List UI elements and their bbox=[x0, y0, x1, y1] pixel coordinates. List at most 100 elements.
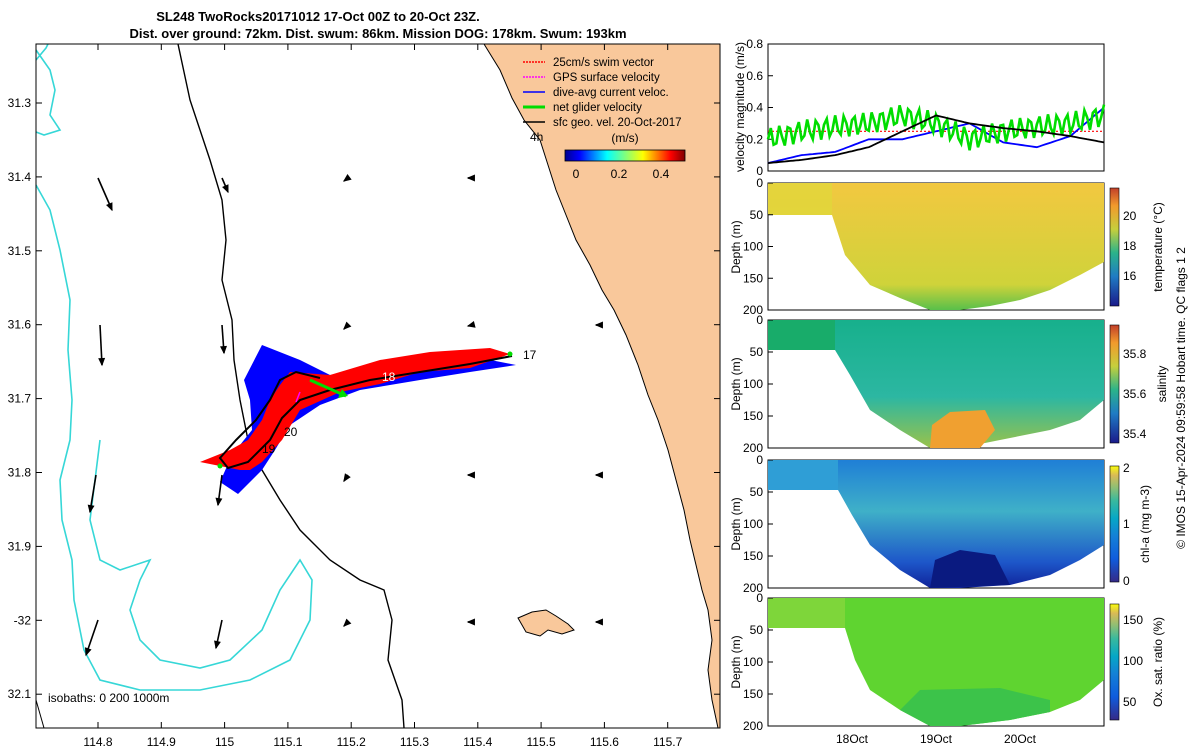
track-label-19: 19 bbox=[262, 442, 276, 456]
chlorophyll-deep-low bbox=[930, 550, 1010, 588]
velocity-y-tick-label: 0.8 bbox=[746, 37, 763, 51]
velocity-series-line bbox=[767, 106, 1105, 164]
map-x-tick-label: 115.2 bbox=[337, 735, 366, 749]
speed-colorbar bbox=[564, 149, 686, 162]
track-label-18: 18 bbox=[382, 370, 396, 384]
depth-tick-label: 100 bbox=[743, 517, 763, 531]
map-x-tick-label: 114.9 bbox=[147, 735, 176, 749]
map-y-tick-label: 31.8 bbox=[8, 466, 32, 480]
chlorophyll-cbar-label: chl-a (mg m-3) bbox=[1138, 485, 1152, 563]
depth-tick-label: 0 bbox=[756, 176, 763, 190]
salinity-cbar-tick-358: 35.8 bbox=[1123, 347, 1147, 361]
depth-tick-label: 200 bbox=[743, 303, 763, 317]
depth-tick-label: 50 bbox=[750, 345, 764, 359]
geo-arrowhead bbox=[594, 321, 603, 329]
map-x-tick-label: 114.8 bbox=[83, 735, 112, 749]
map-x-tick-label: 115.7 bbox=[653, 735, 682, 749]
chlorophyll-ylabel: Depth (m) bbox=[729, 497, 743, 550]
depth-tick-label: 100 bbox=[743, 377, 763, 391]
velocity-series-line bbox=[767, 114, 1105, 164]
chlorophyll-colorbar bbox=[1109, 465, 1120, 583]
date-tick-20oct: 20Oct bbox=[1004, 732, 1037, 746]
temperature-surface-layer bbox=[768, 183, 832, 215]
figure-title-line1: SL248 TwoRocks20171012 17-Oct 00Z to 20-… bbox=[156, 9, 479, 24]
track-turn-marker bbox=[217, 463, 223, 469]
depth-tick-labels: 0501001502000501001502000501001502000501… bbox=[743, 176, 773, 733]
speed-colorbar-title: (m/s) bbox=[611, 131, 638, 145]
date-tick-18oct: 18Oct bbox=[836, 732, 869, 746]
map-y-tick-label: 31.9 bbox=[8, 539, 32, 553]
figure-title-line2: Dist. over ground: 72km. Dist. swum: 86k… bbox=[129, 26, 626, 41]
gps-surface-velocity bbox=[295, 391, 301, 403]
geo-arrowhead bbox=[466, 618, 475, 626]
track-label-17: 17 bbox=[523, 348, 537, 362]
temperature-cbar-tick-20: 20 bbox=[1123, 209, 1137, 223]
geo-arrowhead bbox=[106, 202, 113, 212]
map-x-tick-label: 115.6 bbox=[590, 735, 619, 749]
geo-arrowhead bbox=[214, 640, 221, 650]
map-y-axis: 31.3 31.4 31.5 31.6 31.7 31.8 31.9 -32 32.1 bbox=[8, 96, 720, 701]
date-tick-19oct: 19Oct bbox=[920, 732, 953, 746]
salinity-cbar-tick-354: 35.4 bbox=[1123, 427, 1147, 441]
map-y-tick-label: 31.4 bbox=[8, 170, 32, 184]
velocity-y-tick-label: 0.2 bbox=[746, 132, 763, 146]
depth-tick-label: 150 bbox=[743, 549, 763, 563]
geo-arrowhead bbox=[343, 321, 352, 330]
geo-arrowhead bbox=[342, 174, 352, 182]
island bbox=[517, 609, 575, 637]
depth-tick-label: 150 bbox=[743, 409, 763, 423]
oxygen-cbar-tick-100: 100 bbox=[1123, 654, 1143, 668]
geo-arrowhead bbox=[466, 471, 475, 479]
track-label-4h: 4h bbox=[530, 130, 543, 144]
velocity-panel: 0 0.2 0.4 0.6 0.8 velocity magnitude (m/s) bbox=[733, 37, 1106, 178]
temperature-field bbox=[768, 183, 1104, 310]
land-mass bbox=[483, 43, 721, 729]
geo-arrowhead bbox=[215, 497, 223, 507]
depth-tick-label: 50 bbox=[750, 208, 764, 222]
velocity-y-tick-label: 0.4 bbox=[746, 101, 763, 115]
legend-label-net: net glider velocity bbox=[553, 102, 642, 114]
salinity-section: 35.4 35.6 35.8 salinity Depth (m) bbox=[729, 319, 1169, 449]
depth-tick-label: 150 bbox=[743, 687, 763, 701]
oxygen-ylabel: Depth (m) bbox=[729, 635, 743, 688]
map-x-tick-label: 115.3 bbox=[400, 735, 429, 749]
chlorophyll-section: 0 1 2 chl-a (mg m-3) Depth (m) bbox=[729, 459, 1152, 589]
geo-arrowhead bbox=[98, 357, 106, 367]
velocity-y-ticks: 0 0.2 0.4 0.6 0.8 bbox=[746, 37, 773, 178]
geo-arrowhead bbox=[594, 618, 603, 626]
chlorophyll-surface-layer bbox=[768, 460, 838, 490]
track-end-marker bbox=[507, 351, 513, 357]
geo-arrowhead bbox=[222, 184, 229, 194]
map-y-tick-label: -32 bbox=[14, 613, 32, 627]
velocity-y-tick-label: 0.6 bbox=[746, 69, 763, 83]
chlorophyll-cbar-tick-2: 2 bbox=[1123, 461, 1130, 475]
depth-tick-label: 50 bbox=[750, 485, 764, 499]
velocity-ylabel: velocity magnitude (m/s) bbox=[733, 42, 747, 172]
geo-arrowhead bbox=[220, 345, 227, 355]
map-panel: 17 18 19 20 4h 25cm/s swim vector GPS su… bbox=[8, 43, 721, 749]
depth-tick-label: 150 bbox=[743, 271, 763, 285]
isobath-1000m-west bbox=[35, 43, 62, 136]
salinity-ylabel: Depth (m) bbox=[729, 357, 743, 410]
depth-tick-label: 0 bbox=[756, 313, 763, 327]
map-x-axis: 114.8 114.9 115 115.1 115.2 115.3 115.4 115.5 11… bbox=[83, 44, 683, 749]
temperature-ylabel: Depth (m) bbox=[729, 220, 743, 273]
map-x-tick-label: 115.5 bbox=[527, 735, 556, 749]
speed-colorbar-tick-1: 0.2 bbox=[611, 167, 628, 181]
depth-tick-label: 50 bbox=[750, 623, 764, 637]
credit-text: © IMOS 15-Apr-2024 09:59:58 Hobart time.… bbox=[1174, 247, 1188, 549]
geo-arrowhead bbox=[466, 174, 475, 182]
legend-label-gps: GPS surface velocity bbox=[553, 72, 660, 84]
salinity-surface-layer bbox=[768, 320, 835, 350]
salinity-cbar-label: salinity bbox=[1155, 366, 1169, 403]
salinity-colorbar bbox=[1109, 324, 1120, 444]
legend-label-geo: sfc geo. vel. 20-Oct-2017 bbox=[553, 117, 681, 129]
geo-arrowhead bbox=[466, 320, 476, 328]
net-velocity-arrow bbox=[309, 378, 347, 398]
velocity-axes bbox=[767, 43, 1105, 172]
map-y-tick-label: 32.1 bbox=[8, 687, 32, 701]
oxygen-cbar-label: Ox. sat. ratio (%) bbox=[1151, 617, 1165, 707]
depth-tick-label: 0 bbox=[756, 453, 763, 467]
map-y-tick-label: 31.3 bbox=[8, 96, 32, 110]
salinity-cbar-tick-356: 35.6 bbox=[1123, 387, 1147, 401]
